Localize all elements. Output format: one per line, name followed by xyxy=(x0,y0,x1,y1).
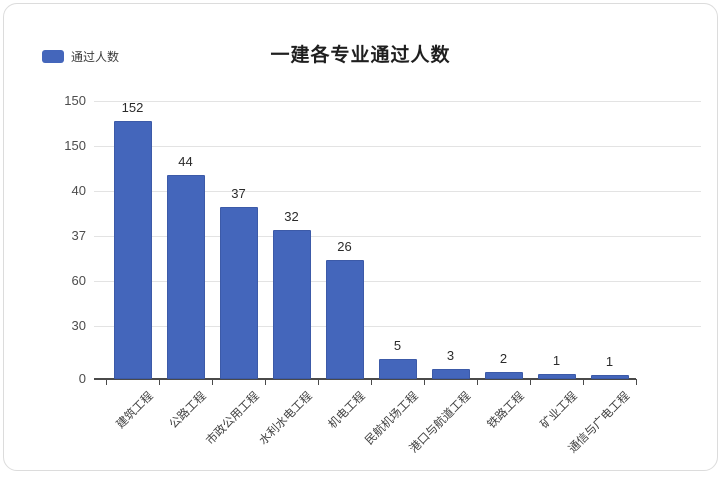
gridline xyxy=(94,146,701,147)
x-axis-tick xyxy=(636,379,637,385)
y-axis-tick-label: 0 xyxy=(78,371,86,386)
gridline xyxy=(94,281,701,282)
x-axis-tick xyxy=(106,379,107,385)
chart-card: 通过人数 一建各专业通过人数 150 150 40 37 60 30 0 152 建筑工程 44 公… xyxy=(3,3,718,471)
x-axis-category-label: 矿业工程 xyxy=(538,390,580,432)
gridline xyxy=(94,101,701,102)
bar-value-label: 1 xyxy=(605,354,614,369)
x-axis-line xyxy=(94,378,636,380)
bar-value-label: 32 xyxy=(284,209,299,224)
bar xyxy=(325,260,364,379)
gridline xyxy=(94,191,701,192)
gridline xyxy=(94,326,701,327)
bar-value-label: 44 xyxy=(178,154,193,169)
y-axis-tick-label: 37 xyxy=(71,228,86,243)
bar xyxy=(219,207,258,379)
bar-value-label: 37 xyxy=(231,186,246,201)
x-axis-category-label: 建筑工程 xyxy=(114,390,156,432)
x-axis-tick xyxy=(318,379,319,385)
y-axis-tick-label: 150 xyxy=(64,138,86,153)
bar-value-label: 1 xyxy=(552,353,561,368)
x-axis-tick xyxy=(477,379,478,385)
bar xyxy=(537,374,576,379)
legend-label: 通过人数 xyxy=(71,50,120,64)
y-axis-tick-label: 30 xyxy=(71,318,86,333)
x-axis-tick xyxy=(530,379,531,385)
chart-title: 一建各专业通过人数 xyxy=(270,45,451,66)
bar-value-label: 3 xyxy=(446,348,455,363)
y-axis-tick-label: 60 xyxy=(71,273,86,288)
x-axis-tick xyxy=(424,379,425,385)
x-axis-category-label: 市政公用工程 xyxy=(203,390,262,448)
y-axis-tick-label: 150 xyxy=(64,93,86,108)
gridline xyxy=(94,236,701,237)
bar-value-label: 26 xyxy=(337,239,352,254)
bar xyxy=(484,372,523,379)
x-axis-tick xyxy=(212,379,213,385)
x-axis-tick xyxy=(583,379,584,385)
x-axis-category-label: 公路工程 xyxy=(167,390,209,432)
legend-swatch xyxy=(42,50,64,63)
x-axis-category-label: 机电工程 xyxy=(326,390,368,432)
plot-area: 150 150 40 37 60 30 0 152 建筑工程 44 公路工程 37 市政公用工程 32 水利… xyxy=(4,4,723,480)
x-axis-category-label: 水利水电工程 xyxy=(256,390,315,448)
x-axis-tick xyxy=(265,379,266,385)
x-axis-tick xyxy=(371,379,372,385)
bar xyxy=(590,375,629,379)
bar xyxy=(166,175,205,379)
bar-value-label: 2 xyxy=(499,351,508,366)
y-axis-tick-label: 40 xyxy=(71,183,86,198)
bar-value-label: 5 xyxy=(393,338,402,353)
bar xyxy=(272,230,311,379)
x-axis-category-label: 铁路工程 xyxy=(485,390,527,432)
bar xyxy=(113,121,152,379)
bar xyxy=(378,359,417,379)
x-axis-tick xyxy=(159,379,160,385)
bar xyxy=(431,369,470,379)
legend: 通过人数 xyxy=(42,48,119,65)
bar-value-label: 152 xyxy=(121,100,144,115)
